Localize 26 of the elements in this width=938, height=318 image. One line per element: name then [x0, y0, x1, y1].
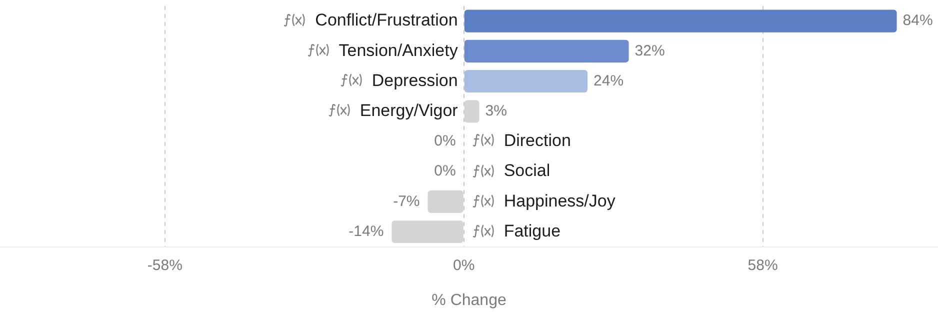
x-tick-label: 58%	[748, 256, 778, 274]
x-tick-label: -58%	[147, 256, 182, 274]
y-tick-label: Energy/Vigor	[360, 101, 458, 120]
data-label: 84%	[902, 12, 933, 30]
y-tick-label: Depression	[372, 70, 458, 90]
data-label: -7%	[393, 192, 420, 210]
bar	[464, 10, 897, 32]
y-tick-label: Conflict/Frustration	[315, 10, 458, 30]
data-label: -14%	[348, 222, 384, 240]
data-label: 0%	[434, 162, 456, 180]
bar	[392, 220, 464, 244]
y-tick-label: Tension/Anxiety	[338, 40, 458, 60]
y-tick-label: Happiness/Joy	[504, 191, 616, 210]
y-tick-label: Fatigue	[504, 221, 561, 240]
x-tick-label: 0%	[453, 256, 475, 274]
data-label: 24%	[594, 72, 624, 90]
bar	[464, 40, 629, 62]
data-label: 32%	[634, 42, 665, 60]
bar	[428, 190, 464, 213]
x-axis-title: % Change	[432, 292, 506, 309]
data-label: 3%	[485, 102, 507, 120]
data-label: 0%	[434, 132, 456, 150]
bar	[464, 100, 480, 123]
bar	[464, 70, 588, 93]
y-tick-label: Direction	[504, 131, 571, 150]
y-tick-label: Social	[504, 161, 550, 180]
